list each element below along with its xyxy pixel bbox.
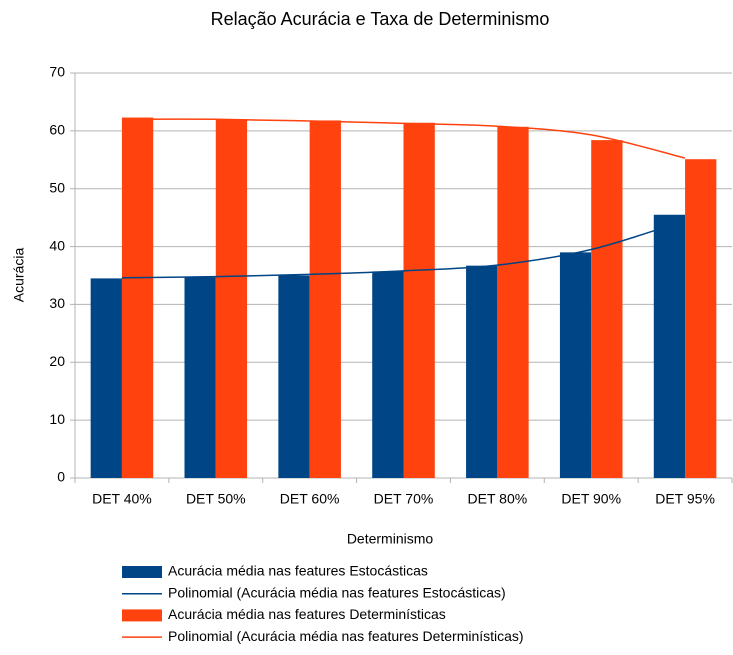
bar [372,271,404,478]
legend-label: Polinomial (Acurácia média nas features … [168,628,524,644]
y-tick-label: 70 [49,64,65,80]
y-tick-label: 30 [49,295,65,311]
bar [497,126,529,479]
bar [559,252,592,478]
bar [278,275,310,478]
x-tick-label: DET 90% [561,491,621,507]
y-tick-label: 10 [49,411,65,427]
bar [309,120,341,478]
legend-swatch [122,566,162,578]
x-tick-label: DET 60% [280,491,340,507]
x-tick-label: DET 70% [374,491,434,507]
x-tick-label: DET 40% [92,491,152,507]
x-tick-label: DET 50% [186,491,246,507]
bar [591,140,623,478]
x-axis-title: Determinismo [347,531,434,547]
bar [184,277,216,478]
legend-label: Acurácia média nas features Estocásticas [168,563,428,579]
bar [403,122,435,478]
bar [466,265,498,478]
legend-swatch [122,609,162,622]
x-tick-label: DET 80% [468,491,528,507]
legend-label: Polinomial (Acurácia média nas features … [168,584,506,600]
bar [215,119,248,479]
bar [685,159,717,478]
bar [90,278,122,478]
y-axis-title: Acurácia [11,248,27,303]
y-tick-label: 0 [57,469,65,485]
trend-line [121,219,686,279]
chart-title: Relação Acurácia e Taxa de Determinismo [211,9,550,29]
bar [653,214,686,478]
y-tick-label: 50 [49,179,65,195]
trend-line [121,118,686,159]
y-tick-label: 40 [49,237,65,253]
legend-label: Acurácia média nas features Determinísti… [168,606,446,622]
y-tick-label: 60 [49,122,65,138]
x-tick-label: DET 95% [655,491,715,507]
y-tick-label: 20 [49,353,65,369]
bar [121,117,154,479]
